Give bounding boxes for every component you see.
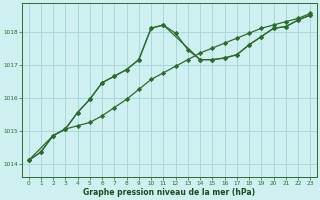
X-axis label: Graphe pression niveau de la mer (hPa): Graphe pression niveau de la mer (hPa) [84, 188, 256, 197]
